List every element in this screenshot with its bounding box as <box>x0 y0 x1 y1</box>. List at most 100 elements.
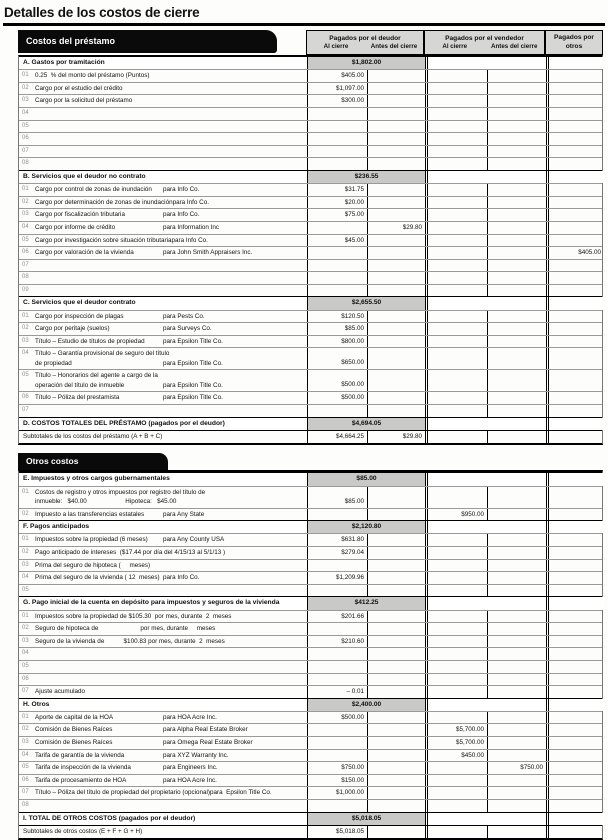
row-description: 01 Costos de registro y otros impuestos p… <box>19 487 307 508</box>
row-payee: para Info Co. <box>163 574 200 582</box>
row-line: Tarifa de procesamiento de HOA para HOA A… <box>35 775 307 786</box>
amount-cell <box>546 737 604 749</box>
borrower-before-closing-label: Antes del cierre <box>370 42 418 50</box>
line-item-row: 02 Impuesto a las transferencias estatale… <box>19 507 602 521</box>
amount-cell <box>546 259 604 272</box>
amount-cell <box>307 737 367 749</box>
amount-cell: $4,664.25 <box>307 430 367 444</box>
amount-cell <box>546 673 604 686</box>
row-number: 01 <box>22 312 29 319</box>
seller-at-closing-label: Al cierre <box>442 42 468 50</box>
amount-cell <box>487 221 546 234</box>
amount-cell <box>487 774 546 787</box>
amount-cell <box>425 234 487 247</box>
row-description: 02 Cargo por el estudio del crédito <box>19 83 307 95</box>
row-line: Prima del seguro de hipoteca ( meses) <box>35 560 307 571</box>
amount-cell <box>425 610 487 623</box>
amount-cell <box>546 711 604 724</box>
row-label: Aporte de capital de la HOA <box>35 713 114 721</box>
row-line: Prima del seguro de la vivienda ( 12 mes… <box>35 572 307 583</box>
amount-cell <box>487 749 546 762</box>
row-label: Cargo por control de zonas de inundación <box>35 186 152 194</box>
line-item-row: 01 Aporte de capital de la HOA para HOA Ac… <box>19 710 604 724</box>
row-description: 03 Seguro de la vivienda de $100.83 por m… <box>19 636 307 648</box>
amount-cell <box>487 196 546 209</box>
subtotal-row: Subtotales de los costos del préstamo (A… <box>19 429 602 444</box>
amount-cell <box>367 559 425 572</box>
amount-cell <box>367 635 425 648</box>
row-number: 04 <box>22 109 29 116</box>
seller-group-label: Pagados por el vendedor <box>445 34 524 42</box>
amount-cell <box>487 546 546 559</box>
page-title: Detalles de los costos de cierre <box>4 5 200 20</box>
row-number: 03 <box>22 739 29 746</box>
section-others-cell <box>546 170 604 184</box>
amount-cell <box>307 405 367 417</box>
amount-cell: $300.00 <box>307 95 367 107</box>
row-label: Seguro de hipoteca de por mes, durante m… <box>35 625 216 633</box>
section-seller-cell <box>425 812 546 825</box>
row-label-group: Cargo por peritaje (suelos) para Surveys … <box>35 323 307 335</box>
row-label: Tarifa de garantía de la vivienda <box>35 751 125 759</box>
row-description: 05 Cargo por investigación sobre situació… <box>19 235 307 247</box>
line-item-row: 08 <box>19 799 602 812</box>
amount-cell <box>307 133 367 145</box>
row-number: 02 <box>22 198 29 205</box>
amount-cell <box>546 623 604 635</box>
line-item-row: 05 Cargo por investigación sobre situació… <box>19 233 604 247</box>
line-item-row: 08 <box>19 271 602 284</box>
amount-cell <box>367 234 425 247</box>
row-label: Cargo por informe de crédito <box>35 223 116 231</box>
line-item-row: 04 <box>19 647 602 660</box>
row-label-group: Comisión de Bienes Raíces para Omega Real… <box>35 737 307 749</box>
row-number: 05 <box>22 764 29 771</box>
amount-cell <box>307 749 367 762</box>
section-others-cell <box>546 473 604 486</box>
row-label-group: Cargo por el estudio del crédito <box>35 83 307 95</box>
amount-cell <box>367 145 425 158</box>
row-description: 03 Cargo por fiscalización tributaria para… <box>19 209 307 221</box>
row-line: Cargo por valoración de la vivienda para … <box>35 247 307 258</box>
line-item-row: 04 <box>19 106 602 120</box>
line-item-row: 04 Tarifa de garantía de la vivienda para … <box>19 748 602 762</box>
row-description: 01 Impuestos sobre la propiedad de $105.3… <box>19 611 307 623</box>
section-seller-cell <box>425 698 546 711</box>
row-number: 03 <box>22 561 29 568</box>
amount-cell <box>546 133 604 145</box>
amount-cell <box>367 82 425 95</box>
amount-cell <box>367 648 425 660</box>
row-description: 06 Cargo por valoración de la vivienda par… <box>19 247 307 259</box>
row-payee: para Surveys Co. <box>163 325 212 333</box>
amount-cell <box>367 787 425 800</box>
row-label-group: Tarifa de inspección de la vivienda para … <box>35 762 307 774</box>
row-label-group: Título – Honorarios del agente a cargo d… <box>35 370 307 391</box>
row-number: 06 <box>22 249 29 256</box>
row-label: Comisión de Bienes Raíces <box>35 739 113 747</box>
amount-cell <box>546 196 604 209</box>
row-line: Cargo por investigación sobre situación … <box>35 235 307 246</box>
row-description: 02 Cargo por peritaje (suelos) para Survey… <box>19 323 307 335</box>
amount-cell <box>367 486 425 508</box>
row-number: 02 <box>22 625 29 632</box>
amount-cell <box>367 323 425 335</box>
row-label-group: Costos de registro y otros impuestos por… <box>35 487 307 508</box>
amount-cell: $650.00 <box>307 348 367 370</box>
amount-cell <box>425 259 487 272</box>
seller-before-closing-label: Antes del cierre <box>491 42 538 50</box>
row-number: 01 <box>22 186 29 193</box>
row-label-group: Ajuste acumulado <box>35 686 307 698</box>
amount-cell <box>546 234 604 247</box>
row-line: de propiedad para Epsilon Title Co. <box>35 359 307 369</box>
line-item-row: 02 Cargo por el estudio del crédito $1,097… <box>19 81 602 95</box>
amount-cell <box>307 648 367 660</box>
line-item-row: 01 Costos de registro y otros impuestos p… <box>19 485 602 508</box>
amount-cell: $405.00 <box>307 70 367 82</box>
amount-cell <box>487 572 546 584</box>
section-borrower-total: $236.55 <box>307 170 425 184</box>
row-line: Seguro de la vivienda de $100.83 por mes… <box>35 636 307 647</box>
amount-cell: $405.00 <box>546 247 604 259</box>
amount-cell: $1,209.96 <box>307 572 367 584</box>
amount-cell: $20.00 <box>307 196 367 209</box>
amount-cell <box>367 711 425 724</box>
amount-cell <box>367 310 425 323</box>
